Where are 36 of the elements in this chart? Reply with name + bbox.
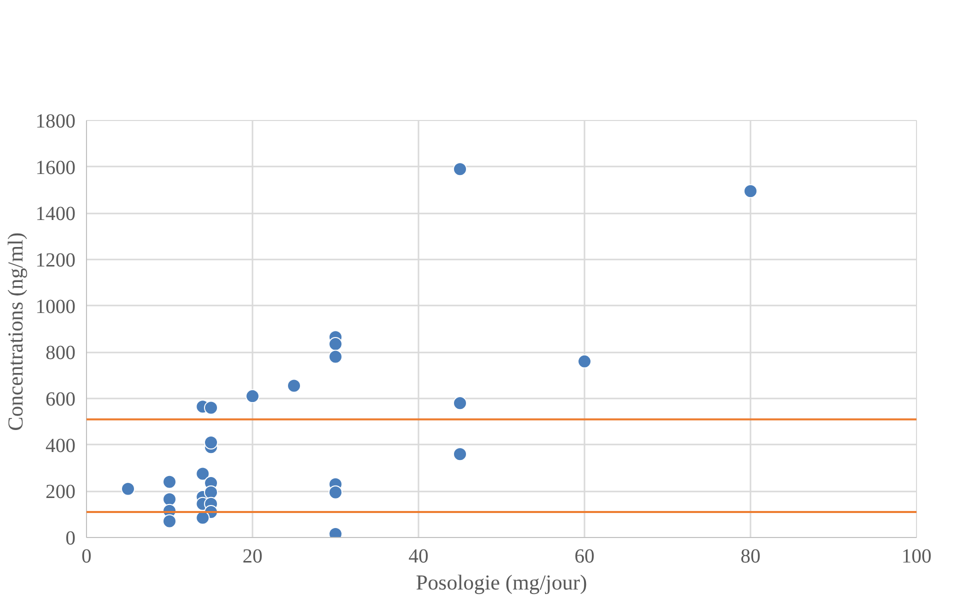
y-tick-label: 1200	[36, 250, 76, 272]
point	[204, 436, 218, 450]
point	[246, 389, 260, 404]
x-axis-title: Posologie (mg/jour)	[416, 570, 588, 594]
y-tick-label: 1400	[36, 203, 76, 226]
point	[162, 474, 176, 489]
point	[196, 466, 210, 481]
y-tick-label: 800	[46, 342, 76, 364]
x-tick-label: 80	[740, 546, 760, 568]
point	[453, 396, 467, 410]
y-axis-title: Concentrations (ng/ml)	[4, 232, 28, 431]
x-tick-label: 0	[82, 546, 92, 568]
point	[328, 485, 342, 500]
point	[162, 492, 176, 506]
point	[287, 378, 301, 393]
y-tick-label: 1000	[36, 296, 76, 318]
x-tick-label: 60	[574, 546, 594, 568]
point	[328, 350, 342, 364]
point	[578, 354, 592, 368]
x-tick-label: 100	[902, 546, 932, 568]
y-tick-label: 1800	[36, 110, 76, 132]
y-tick-label: 400	[46, 434, 76, 457]
y-tick-label: 1600	[36, 156, 76, 179]
y-tick-label: 600	[46, 388, 76, 410]
point	[204, 400, 218, 415]
point	[162, 514, 176, 528]
point	[453, 162, 467, 176]
y-tick-label: 0	[66, 528, 76, 550]
point	[453, 447, 467, 462]
y-tick-label: 200	[46, 481, 76, 504]
x-tick-label: 20	[242, 546, 262, 568]
point	[744, 184, 758, 198]
x-tick-label: 40	[408, 546, 428, 568]
point	[121, 482, 135, 496]
point	[204, 485, 218, 500]
point	[328, 337, 342, 352]
